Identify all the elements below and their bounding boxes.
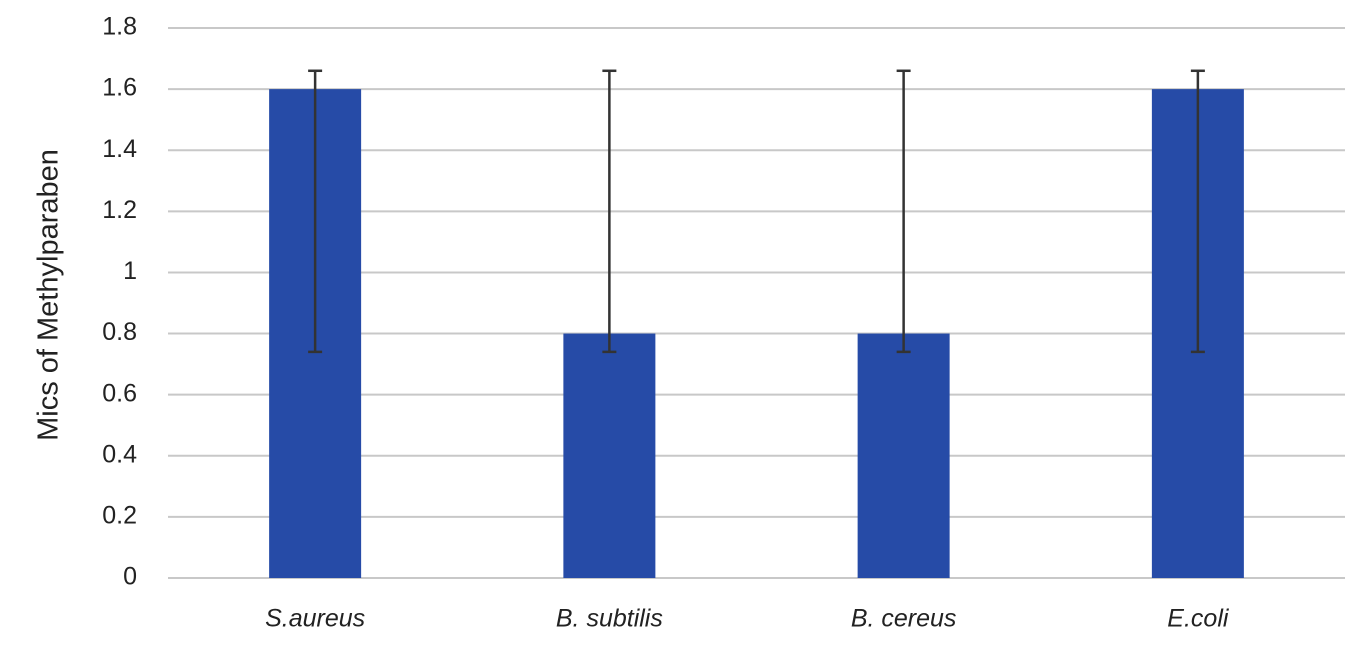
error-bars bbox=[308, 69, 1205, 354]
y-tick-label: 1.4 bbox=[102, 135, 137, 163]
y-tick-label: 1.6 bbox=[102, 74, 137, 102]
y-tick-label: 0.2 bbox=[102, 501, 137, 529]
error-bar bbox=[602, 69, 617, 354]
error-bar bbox=[308, 69, 323, 354]
y-axis-title: Mics of Methylparaben bbox=[33, 149, 65, 441]
bar bbox=[563, 333, 656, 578]
y-tick-label: 0.8 bbox=[102, 318, 137, 346]
y-tick-label: 1.2 bbox=[102, 196, 137, 224]
x-category-label: B. cereus bbox=[851, 605, 957, 633]
x-category-label: B. subtilis bbox=[556, 605, 663, 633]
bar bbox=[857, 333, 950, 578]
y-axis-ticks: 0 0.2 0.4 0.6 0.8 1 1.2 1.4 1.6 1.8 bbox=[102, 13, 137, 591]
x-category-label: S.aureus bbox=[265, 605, 365, 633]
error-bar bbox=[896, 69, 911, 354]
y-tick-label: 0.4 bbox=[102, 440, 137, 468]
y-tick-label: 0.6 bbox=[102, 379, 137, 407]
x-category-label: E.coli bbox=[1167, 605, 1230, 633]
x-axis-categories: S.aureus B. subtilis B. cereus E.coli bbox=[265, 605, 1230, 633]
error-bar bbox=[1190, 69, 1205, 354]
gridlines bbox=[168, 27, 1345, 579]
y-tick-label: 1 bbox=[123, 257, 137, 285]
y-tick-label: 0 bbox=[123, 563, 137, 591]
y-tick-label: 1.8 bbox=[102, 13, 137, 41]
